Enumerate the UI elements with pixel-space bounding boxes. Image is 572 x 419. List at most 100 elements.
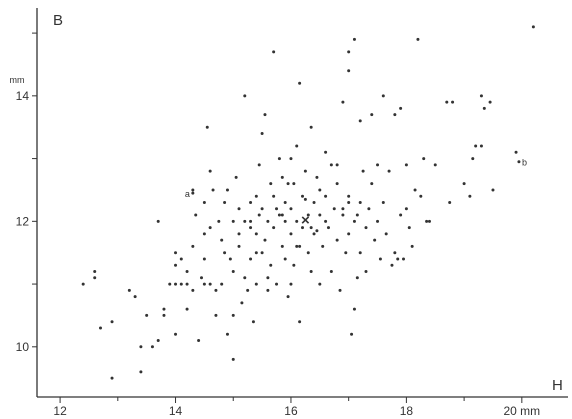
data-point <box>335 182 339 186</box>
data-point <box>350 332 354 336</box>
data-point <box>355 213 359 217</box>
data-point <box>387 169 391 173</box>
data-point <box>390 263 394 267</box>
data-point <box>214 313 218 317</box>
data-point <box>402 257 406 261</box>
data-point <box>335 163 339 167</box>
data-point <box>422 157 426 161</box>
data-point <box>303 169 307 173</box>
data-point <box>139 370 143 374</box>
x-tick-label: 14 <box>169 404 183 418</box>
data-point <box>344 251 348 255</box>
data-point <box>254 251 258 255</box>
data-point <box>315 175 319 179</box>
data-point <box>254 194 258 198</box>
data-point <box>410 244 414 248</box>
x-tick-label: 12 <box>53 404 67 418</box>
data-point <box>352 37 356 41</box>
y-unit-label: mm <box>10 75 25 85</box>
data-point <box>162 307 166 311</box>
data-point <box>191 244 195 248</box>
data-point <box>231 270 235 274</box>
data-point <box>220 282 224 286</box>
data-point <box>370 182 374 186</box>
data-point <box>251 320 255 324</box>
data-point <box>355 276 359 280</box>
data-point <box>295 219 299 223</box>
data-point <box>298 81 302 85</box>
data-point <box>223 201 227 204</box>
data-point <box>237 207 241 211</box>
data-point <box>301 226 304 230</box>
data-point <box>306 251 310 255</box>
data-point <box>237 232 241 236</box>
data-point <box>156 219 160 223</box>
data-point <box>326 226 330 230</box>
data-point <box>361 169 365 173</box>
data-point <box>174 263 178 267</box>
data-point <box>257 213 261 217</box>
data-point <box>321 244 325 248</box>
data-point <box>208 282 212 286</box>
data-point <box>335 238 339 242</box>
data-point <box>98 326 102 330</box>
data-point <box>364 270 368 274</box>
data-point <box>168 282 172 286</box>
data-point <box>341 213 345 217</box>
data-point <box>358 251 362 255</box>
data-point <box>425 219 429 223</box>
y-tick-label: 10 <box>16 340 30 354</box>
data-point <box>399 213 403 217</box>
data-point <box>260 207 264 211</box>
x-axis-label: H <box>552 377 563 394</box>
data-point <box>448 201 452 204</box>
data-point <box>139 345 143 349</box>
data-point <box>324 150 328 154</box>
data-point <box>413 188 417 192</box>
data-point <box>376 219 380 223</box>
data-point <box>427 219 431 223</box>
data-point <box>312 232 316 236</box>
data-point <box>246 288 250 292</box>
data-point <box>283 219 287 223</box>
data-point <box>324 194 328 198</box>
data-point <box>280 213 284 217</box>
data-point <box>197 339 201 343</box>
data-point <box>347 232 351 236</box>
data-point <box>295 244 299 248</box>
data-point <box>208 169 212 173</box>
data-point <box>254 282 258 286</box>
data-point <box>381 94 385 98</box>
data-point <box>289 282 293 286</box>
data-point <box>225 332 229 336</box>
data-point <box>263 113 267 117</box>
data-point <box>237 244 241 248</box>
data-point <box>399 106 403 110</box>
data-point <box>110 320 114 324</box>
data-point <box>280 244 284 248</box>
data-point <box>358 201 362 204</box>
data-point <box>289 207 293 211</box>
data-point <box>266 219 270 223</box>
mean-marker: × <box>301 212 310 229</box>
data-point <box>174 332 178 336</box>
data-point <box>514 150 518 154</box>
data-point <box>393 251 397 255</box>
data-point <box>332 207 336 211</box>
data-point <box>269 263 273 267</box>
data-point <box>329 270 333 274</box>
data-point <box>289 232 293 236</box>
data-point <box>286 182 290 186</box>
data-point <box>277 157 281 161</box>
data-point <box>298 320 302 324</box>
data-point <box>347 201 351 204</box>
data-point <box>145 313 149 317</box>
data-point <box>179 282 183 286</box>
data-point <box>419 194 423 198</box>
data-point <box>462 182 466 186</box>
data-point <box>156 339 160 343</box>
data-point <box>185 270 189 274</box>
data-point <box>277 213 281 217</box>
data-point <box>312 201 316 204</box>
data-point <box>162 313 166 317</box>
